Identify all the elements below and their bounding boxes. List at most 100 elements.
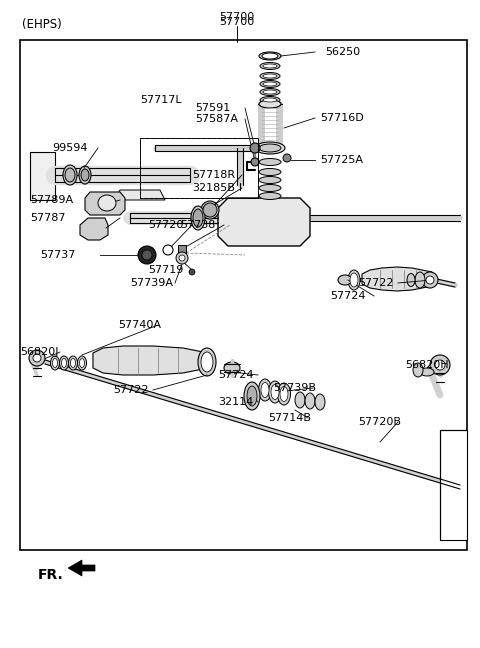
Text: 57739B: 57739B: [273, 383, 316, 393]
Text: 57787: 57787: [30, 213, 65, 223]
Ellipse shape: [260, 89, 280, 95]
Text: 56820J: 56820J: [20, 347, 59, 357]
Bar: [20, 40, 467, 550]
Text: 57724: 57724: [330, 291, 365, 301]
Ellipse shape: [407, 273, 415, 286]
Text: 57716D: 57716D: [320, 113, 364, 123]
Ellipse shape: [263, 74, 277, 78]
Ellipse shape: [263, 98, 277, 102]
Circle shape: [142, 250, 152, 260]
Ellipse shape: [81, 169, 89, 181]
Ellipse shape: [203, 203, 217, 217]
Ellipse shape: [247, 386, 257, 406]
Circle shape: [430, 355, 450, 375]
Text: 57700: 57700: [219, 17, 254, 27]
Ellipse shape: [263, 82, 277, 86]
Ellipse shape: [259, 176, 281, 183]
Text: 57591: 57591: [195, 103, 230, 113]
Polygon shape: [218, 198, 310, 246]
Ellipse shape: [305, 393, 315, 409]
Text: 57718R: 57718R: [192, 170, 235, 180]
Text: 57737: 57737: [40, 250, 75, 260]
Text: FR.: FR.: [38, 568, 64, 582]
Ellipse shape: [63, 165, 77, 185]
Bar: [140, 138, 258, 198]
Circle shape: [250, 143, 260, 153]
Ellipse shape: [350, 273, 358, 287]
Text: 57740A: 57740A: [118, 320, 161, 330]
Text: 57720: 57720: [148, 220, 183, 230]
Ellipse shape: [60, 356, 69, 370]
Text: 32114: 32114: [218, 397, 253, 407]
Ellipse shape: [338, 275, 352, 285]
Ellipse shape: [280, 386, 288, 402]
Circle shape: [189, 269, 195, 275]
Ellipse shape: [259, 192, 281, 200]
Circle shape: [426, 276, 434, 284]
Ellipse shape: [71, 358, 75, 367]
Text: 56820H: 56820H: [405, 360, 449, 370]
Ellipse shape: [50, 356, 60, 370]
Circle shape: [33, 354, 41, 362]
Ellipse shape: [413, 363, 423, 377]
Text: 99594: 99594: [52, 143, 87, 153]
Ellipse shape: [61, 358, 67, 367]
Circle shape: [283, 154, 291, 162]
Circle shape: [435, 360, 445, 370]
Polygon shape: [30, 152, 55, 200]
Ellipse shape: [260, 62, 280, 69]
Polygon shape: [115, 190, 165, 200]
Text: 56250: 56250: [325, 47, 360, 57]
Ellipse shape: [69, 356, 77, 370]
Circle shape: [251, 158, 259, 166]
Polygon shape: [362, 267, 432, 291]
Ellipse shape: [224, 362, 240, 374]
Ellipse shape: [295, 392, 305, 408]
Ellipse shape: [262, 53, 278, 59]
Text: 57722: 57722: [358, 278, 394, 288]
Ellipse shape: [98, 195, 116, 211]
Text: 57717L: 57717L: [140, 95, 181, 105]
Ellipse shape: [193, 209, 203, 227]
Circle shape: [138, 246, 156, 264]
Polygon shape: [68, 560, 95, 576]
Ellipse shape: [260, 80, 280, 87]
Ellipse shape: [259, 144, 281, 152]
Ellipse shape: [315, 394, 325, 410]
Text: 32185B: 32185B: [192, 183, 235, 193]
Bar: [440, 430, 467, 540]
Circle shape: [176, 252, 188, 264]
Text: 57724: 57724: [218, 370, 253, 380]
Text: 57739A: 57739A: [130, 278, 173, 288]
Ellipse shape: [348, 270, 360, 290]
Ellipse shape: [80, 358, 84, 367]
Text: 57714B: 57714B: [268, 413, 311, 423]
Ellipse shape: [244, 382, 260, 410]
Text: 57720B: 57720B: [358, 417, 401, 427]
Ellipse shape: [52, 358, 58, 367]
Ellipse shape: [420, 368, 434, 376]
Text: 57719: 57719: [148, 265, 183, 275]
Ellipse shape: [271, 384, 279, 400]
Ellipse shape: [263, 64, 277, 68]
Circle shape: [163, 245, 173, 255]
Ellipse shape: [259, 379, 272, 401]
Ellipse shape: [259, 185, 281, 192]
Ellipse shape: [415, 272, 425, 288]
Ellipse shape: [268, 381, 281, 403]
Bar: [140, 138, 258, 198]
Ellipse shape: [191, 206, 205, 230]
Circle shape: [29, 350, 45, 366]
Text: 57738: 57738: [180, 220, 216, 230]
Ellipse shape: [260, 97, 280, 104]
Text: (EHPS): (EHPS): [22, 18, 62, 31]
Ellipse shape: [65, 168, 75, 182]
Ellipse shape: [198, 348, 216, 376]
Polygon shape: [93, 346, 208, 375]
Circle shape: [422, 272, 438, 288]
Text: 57587A: 57587A: [195, 114, 238, 124]
Ellipse shape: [77, 356, 86, 370]
Text: 57722: 57722: [113, 385, 148, 395]
Circle shape: [179, 255, 185, 261]
Text: 57700: 57700: [219, 12, 254, 22]
